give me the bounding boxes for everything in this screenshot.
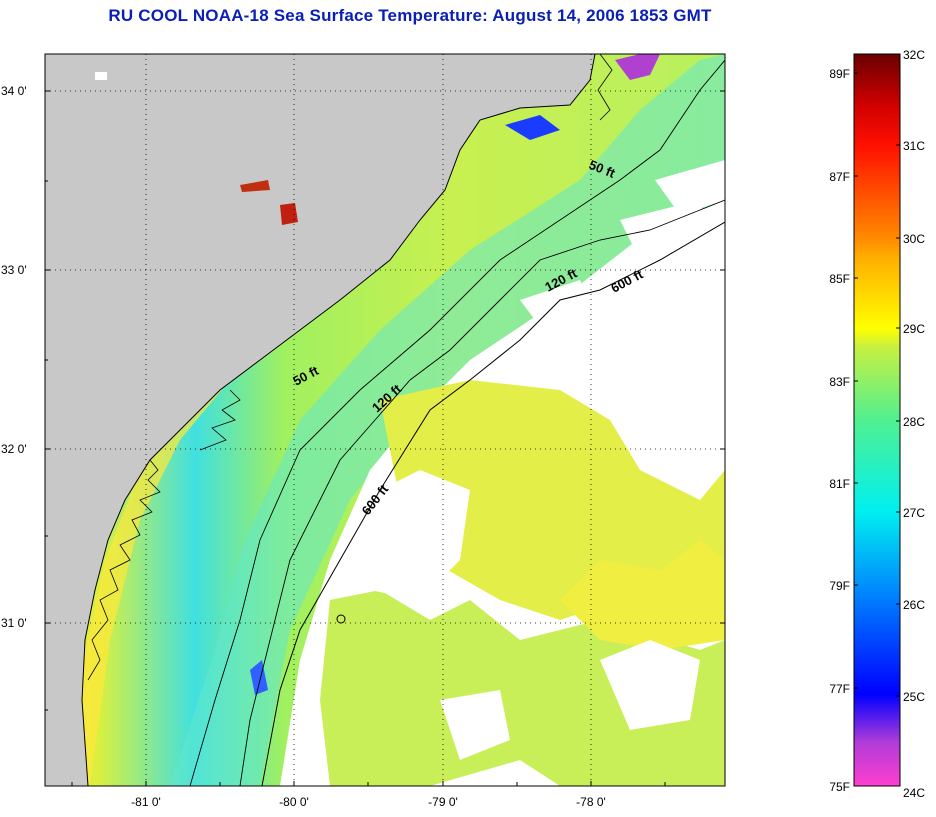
colorbar-label-fahrenheit: 87F: [829, 170, 850, 184]
colorbar-label-celsius: 30C: [903, 232, 925, 246]
colorbar-label-celsius: 29C: [903, 322, 925, 336]
isobath-50ft: [189, 59, 725, 786]
inland-lake-warm: [280, 203, 298, 225]
colorbar-label-fahrenheit: 75F: [829, 780, 850, 794]
cool-shelf-band: [170, 54, 725, 786]
colorbar: [853, 53, 901, 787]
colorbar-label-celsius: 28C: [903, 415, 925, 429]
axis-ticks: [45, 90, 725, 786]
sst-data-patch: [380, 380, 725, 620]
page-title: RU COOL NOAA-18 Sea Surface Temperature:…: [108, 6, 712, 25]
cloud-mask: [440, 690, 510, 760]
isobath-600ft: [261, 221, 725, 786]
lon-label: -80 0': [279, 795, 309, 809]
colorbar-label-fahrenheit: 89F: [829, 67, 850, 81]
map-area: [45, 54, 725, 786]
sst-data-patch: [560, 540, 725, 650]
graticule: [45, 54, 725, 786]
lon-label: -78 0': [576, 795, 606, 809]
lat-label: 32 0': [1, 442, 27, 456]
colorbar-label-celsius: 32C: [903, 48, 925, 62]
colorbar-label-celsius: 24C: [903, 786, 925, 800]
coastline-detail: [597, 54, 613, 121]
colorbar-label-celsius: 25C: [903, 690, 925, 704]
inland-lake-warm: [240, 180, 270, 192]
colorbar-label-fahrenheit: 85F: [829, 272, 850, 286]
cloud-mask: [360, 470, 470, 600]
inland-lake-cloud: [95, 72, 107, 80]
land-mass: [45, 54, 596, 786]
colorbar-label-celsius: 31C: [903, 139, 925, 153]
coastline-detail: [87, 459, 161, 681]
colorbar-ticks: [854, 72, 900, 697]
isobath-120ft: [239, 199, 725, 786]
colorbar-label-celsius: 26C: [903, 598, 925, 612]
cloud-mask: [655, 160, 725, 215]
lat-label: 34 0': [1, 84, 27, 98]
map-frame: [44, 53, 726, 787]
colorbar-label-fahrenheit: 83F: [829, 375, 850, 389]
colorbar-label-celsius: 27C: [903, 506, 925, 520]
cool-spot: [505, 115, 560, 140]
lat-label: 31 0': [1, 616, 27, 630]
colorbar-label-fahrenheit: 77F: [829, 682, 850, 696]
colorbar-label-fahrenheit: 79F: [829, 579, 850, 593]
lon-label: -81 0': [131, 795, 161, 809]
lat-label: 33 0': [1, 263, 27, 277]
cloud-mask: [600, 640, 700, 730]
cool-spot: [615, 54, 660, 80]
colorbar-label-fahrenheit: 81F: [829, 477, 850, 491]
lon-label: -79 0': [428, 795, 458, 809]
cool-spot: [250, 660, 268, 695]
coastline-detail: [199, 389, 241, 451]
